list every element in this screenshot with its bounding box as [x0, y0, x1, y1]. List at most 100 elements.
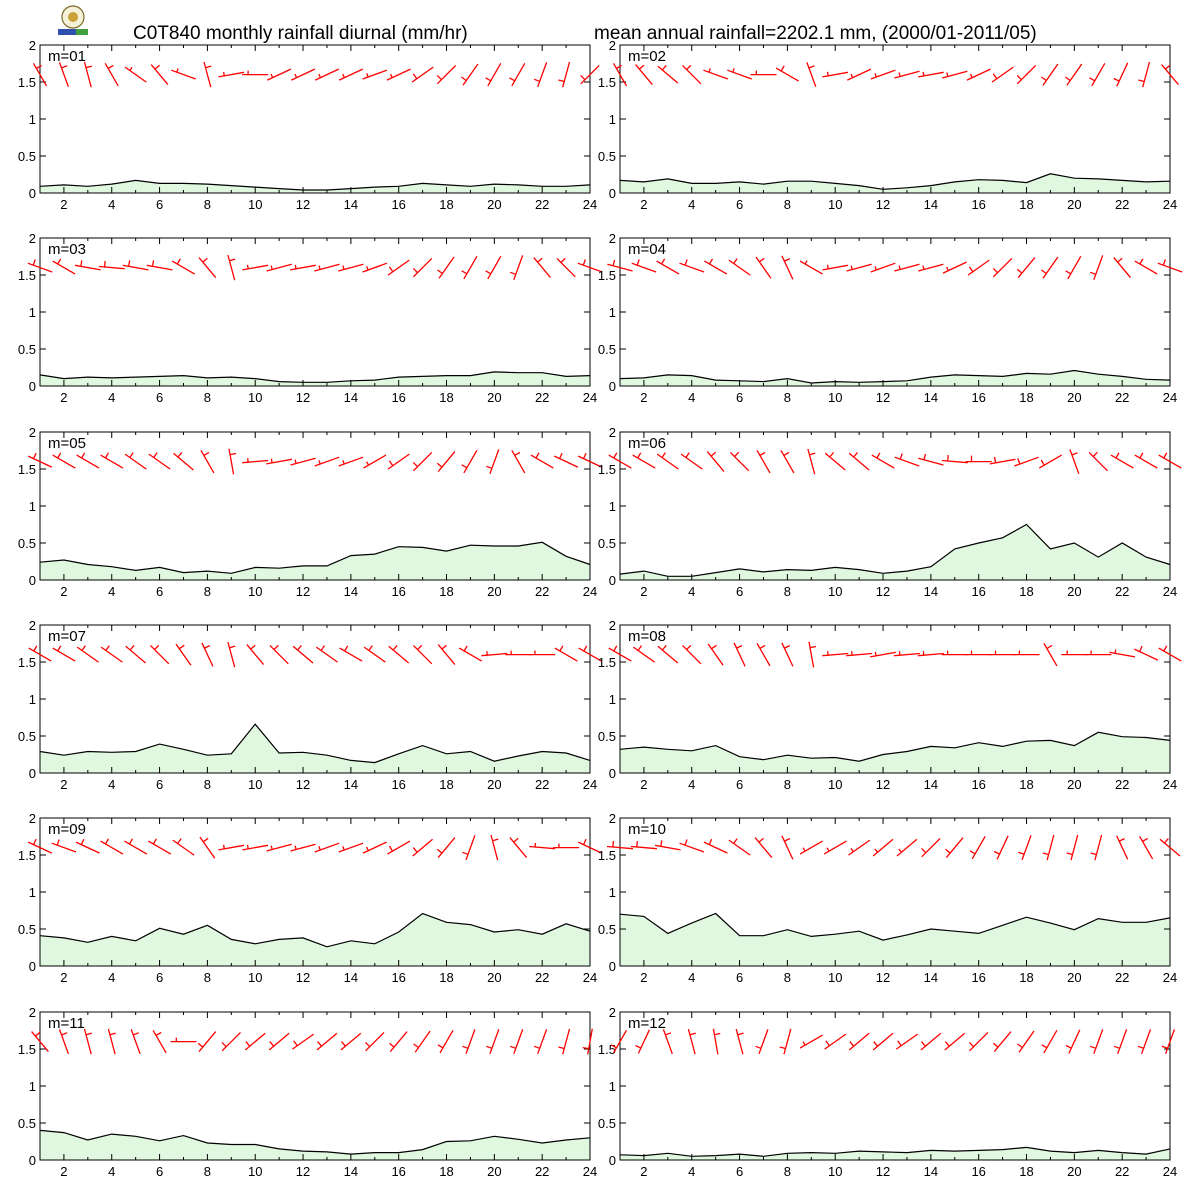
x-tick-label: 20 [487, 197, 501, 212]
wind-barb [511, 449, 526, 474]
wind-barb [989, 456, 1016, 465]
wind-barb [290, 457, 316, 466]
wind-barb [942, 70, 968, 79]
x-tick-label: 2 [640, 390, 647, 405]
wind-barb [635, 1029, 650, 1054]
y-tick-label: 0.5 [598, 922, 616, 937]
x-tick-label: 8 [784, 1164, 791, 1179]
x-tick-label: 8 [204, 970, 211, 985]
wind-barb [662, 1029, 673, 1055]
rainfall-line [39, 541, 591, 574]
wind-barb [266, 843, 292, 852]
y-tick-label: 1 [609, 885, 616, 900]
wind-barb [775, 65, 799, 82]
y-tick-label: 2 [609, 811, 616, 826]
wind-barb [870, 262, 896, 273]
panel-label: m=02 [628, 48, 666, 65]
x-tick-label: 6 [156, 390, 163, 405]
x-tick-label: 24 [1163, 584, 1177, 599]
wind-barb [894, 453, 920, 467]
plot-frame [39, 44, 591, 194]
y-tick-label: 1.5 [18, 462, 36, 477]
x-tick-label: 8 [784, 970, 791, 985]
x-tick-label: 24 [1163, 970, 1177, 985]
plot-frame [619, 44, 1171, 194]
wind-barb [991, 66, 1014, 83]
wind-barb [242, 70, 269, 76]
wind-barb [533, 257, 551, 279]
wind-barb [1137, 1029, 1152, 1055]
x-tick-label: 10 [248, 584, 262, 599]
plot-frame [619, 237, 1171, 387]
wind-barb [1041, 63, 1059, 86]
x-tick-label: 8 [784, 197, 791, 212]
wind-barb [244, 1032, 266, 1051]
wind-barb [779, 1028, 792, 1055]
wind-barb [509, 62, 526, 87]
x-tick-label: 22 [1115, 1164, 1129, 1179]
wind-barb [966, 68, 991, 81]
y-tick-label: 0 [609, 186, 616, 201]
wind-barb [227, 254, 236, 281]
wind-barb [679, 259, 705, 273]
wind-barb [175, 643, 192, 666]
wind-barb [290, 264, 316, 271]
wind-barb [631, 259, 657, 273]
wind-barb [1065, 1029, 1081, 1054]
wind-barb [848, 451, 870, 471]
wind-barb [149, 644, 170, 665]
wind-barb [799, 840, 823, 855]
wind-barb [363, 454, 387, 469]
wind-barb [1016, 257, 1036, 279]
wind-barb [107, 1028, 116, 1055]
panel-m-10: 00.511.522 4 6 8 10 12 14 16 18 20 22 24m=10 [598, 811, 1181, 985]
wind-barb [965, 455, 992, 463]
wind-barb [122, 260, 149, 271]
wind-barb [388, 644, 410, 664]
y-tick-label: 1 [609, 112, 616, 127]
x-tick-label: 2 [640, 584, 647, 599]
x-tick-label: 24 [583, 197, 597, 212]
wind-barb [315, 645, 338, 663]
wind-barb [608, 452, 632, 469]
x-tick-label: 14 [924, 1164, 938, 1179]
wind-barb [1064, 63, 1083, 86]
wind-barb [558, 1028, 571, 1055]
x-tick-label: 24 [583, 390, 597, 405]
wind-barb [1138, 61, 1151, 88]
wind-barb [1089, 62, 1106, 87]
wind-barb [266, 458, 293, 465]
wind-barb [172, 838, 195, 856]
wind-barb [124, 66, 147, 83]
x-tick-label: 18 [1019, 1164, 1033, 1179]
wind-barb [98, 260, 125, 270]
x-tick-label: 22 [535, 584, 549, 599]
wind-barb [148, 452, 171, 470]
y-tick-label: 2 [29, 425, 36, 440]
wind-barb [872, 1032, 894, 1051]
wind-barb [1109, 649, 1136, 658]
wind-barb [170, 1037, 197, 1043]
wind-barb [1041, 1029, 1058, 1054]
x-tick-label: 12 [296, 197, 310, 212]
x-tick-label: 16 [971, 390, 985, 405]
wind-barb [993, 835, 1009, 860]
panel-m-04: 00.511.522 4 6 8 10 12 14 16 18 20 22 24m=04 [598, 231, 1183, 405]
wind-barb [554, 452, 579, 468]
wind-barb [704, 258, 728, 275]
rainfall-area [620, 732, 1170, 773]
wind-barb [682, 64, 702, 85]
y-tick-label: 2 [609, 38, 616, 53]
x-tick-label: 20 [487, 584, 501, 599]
wind-barb [533, 1029, 548, 1055]
x-tick-label: 22 [1115, 777, 1129, 792]
wind-barb [1066, 834, 1079, 861]
wind-barb [894, 70, 920, 79]
wind-barb [436, 451, 456, 473]
y-tick-label: 0.5 [18, 149, 36, 164]
wind-barb [242, 264, 269, 271]
wind-barb [781, 835, 794, 860]
x-tick-label: 16 [391, 777, 405, 792]
wind-barb [553, 843, 580, 849]
x-tick-label: 14 [344, 390, 358, 405]
